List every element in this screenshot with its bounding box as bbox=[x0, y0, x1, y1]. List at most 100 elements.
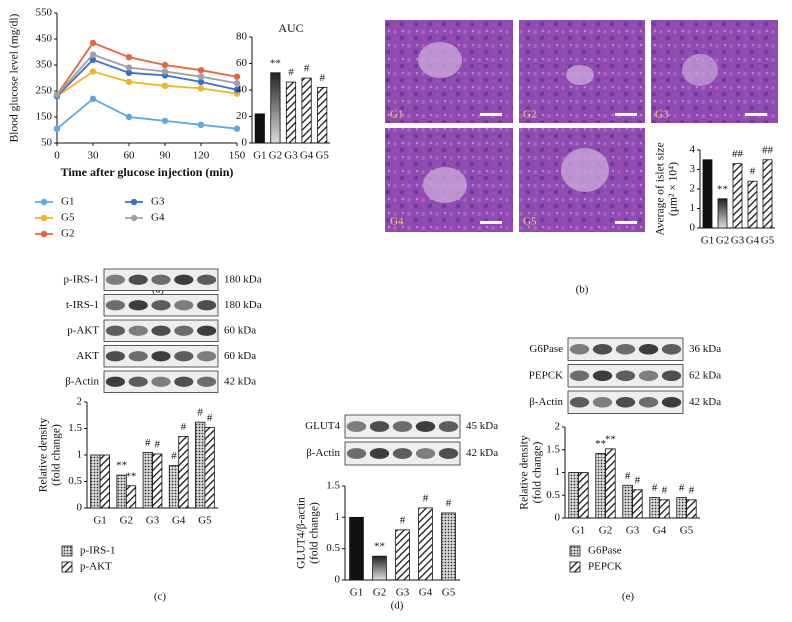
blot-size: 45 kDa bbox=[466, 420, 498, 432]
blot-band bbox=[615, 343, 636, 355]
bar bbox=[270, 72, 281, 144]
blot-band bbox=[197, 274, 217, 285]
point bbox=[89, 56, 97, 63]
legend-marker bbox=[40, 198, 48, 206]
x-tick-label: G1 bbox=[572, 525, 585, 537]
blot-band bbox=[569, 370, 590, 382]
bar bbox=[395, 529, 410, 581]
x-tick-label: G4 bbox=[172, 515, 186, 527]
point bbox=[197, 67, 205, 74]
significance-mark: # bbox=[652, 482, 658, 494]
blot-band bbox=[638, 396, 659, 408]
x-tick-label: 0 bbox=[54, 150, 60, 162]
x-tick-label: 90 bbox=[160, 150, 172, 162]
bar bbox=[418, 507, 433, 581]
blot-band bbox=[105, 376, 125, 387]
significance-mark: # bbox=[662, 484, 668, 496]
y-axis-label: Blood glucose level (mg/dl) bbox=[9, 13, 21, 142]
significance-mark: ** bbox=[605, 433, 616, 445]
point bbox=[125, 78, 133, 86]
y-tick-label: 40 bbox=[236, 84, 248, 96]
line bbox=[56, 58, 238, 97]
blot-band bbox=[174, 376, 194, 387]
point bbox=[197, 78, 205, 86]
bar bbox=[301, 77, 312, 144]
bar bbox=[152, 453, 163, 509]
point bbox=[125, 69, 133, 77]
x-tick-label: G2 bbox=[269, 150, 282, 162]
bar bbox=[659, 499, 670, 519]
blot-band bbox=[638, 343, 659, 355]
significance-mark: # bbox=[625, 470, 631, 482]
legend-swatch bbox=[61, 561, 73, 573]
y-tick-label: 2 bbox=[690, 183, 696, 195]
y-tick-label: 0 bbox=[555, 512, 561, 524]
y-tick-label: 0 bbox=[335, 574, 341, 586]
blot-band bbox=[346, 421, 367, 432]
legend-label: G4 bbox=[151, 212, 165, 224]
bar bbox=[732, 163, 743, 229]
legend-marker bbox=[130, 214, 138, 222]
bar bbox=[178, 436, 189, 509]
bar bbox=[595, 452, 606, 519]
significance-mark: # bbox=[400, 514, 406, 526]
blot-size: 42 kDa bbox=[224, 375, 256, 387]
significance-mark: # bbox=[750, 166, 756, 178]
legend-label: G2 bbox=[61, 228, 74, 240]
significance-mark: # bbox=[207, 412, 213, 424]
scale-bar bbox=[480, 113, 502, 116]
point bbox=[197, 73, 205, 80]
image-label: G1 bbox=[390, 109, 403, 121]
y-tick-label: 0.5 bbox=[546, 489, 560, 501]
legend-swatch bbox=[569, 561, 581, 573]
point bbox=[89, 51, 97, 58]
x-tick-label: G3 bbox=[284, 150, 298, 162]
bar bbox=[702, 159, 713, 229]
x-tick-label: G4 bbox=[419, 587, 433, 599]
y-tick-label: 0 bbox=[242, 137, 248, 149]
blot-band bbox=[197, 351, 217, 362]
point bbox=[89, 39, 97, 47]
significance-mark: # bbox=[689, 484, 695, 496]
line bbox=[56, 53, 238, 96]
panel-label: (c) bbox=[154, 591, 167, 603]
blot-band bbox=[569, 396, 590, 408]
point bbox=[233, 73, 241, 80]
y-tick-label: 450 bbox=[36, 33, 53, 45]
legend-label: G1 bbox=[61, 196, 74, 208]
histology: G1 G2 G3 G4 G5 bbox=[385, 20, 778, 232]
significance-mark: ** bbox=[717, 183, 728, 195]
blot-band bbox=[128, 376, 148, 387]
x-tick-label: G5 bbox=[442, 587, 456, 599]
blot-label: G6Pase bbox=[529, 343, 563, 355]
y-tick-label: 1 bbox=[335, 511, 341, 523]
blot-label: GLUT4 bbox=[305, 420, 340, 432]
blot-band bbox=[128, 274, 148, 285]
y-axis-label: Relative density bbox=[38, 418, 50, 493]
y-tick-label: 1 bbox=[77, 449, 83, 461]
blot-label: t-IRS-1 bbox=[66, 299, 99, 311]
blot-band bbox=[197, 300, 217, 311]
x-tick-label: G4 bbox=[746, 235, 760, 247]
significance-mark: # bbox=[319, 72, 325, 84]
significance-mark: # bbox=[181, 421, 187, 433]
blot-band bbox=[392, 421, 413, 432]
blot-band bbox=[174, 351, 194, 362]
x-tick-label: G4 bbox=[653, 525, 667, 537]
y-tick-label: 2 bbox=[555, 421, 561, 433]
legend-marker bbox=[40, 230, 48, 238]
legend-label: G5 bbox=[61, 212, 75, 224]
blot-band bbox=[174, 300, 194, 311]
x-tick-label: 120 bbox=[193, 150, 210, 162]
y-axis-label: Relative density bbox=[519, 435, 531, 510]
significance-mark: # bbox=[423, 492, 429, 504]
legend-label: PEPCK bbox=[588, 561, 622, 573]
point bbox=[161, 68, 169, 75]
y-tick-label: 2 bbox=[77, 396, 83, 408]
blot-size: 60 kDa bbox=[224, 350, 256, 362]
blot-band bbox=[197, 325, 217, 336]
scale-bar bbox=[480, 221, 502, 224]
blot-band bbox=[415, 448, 436, 459]
bar bbox=[686, 499, 697, 519]
